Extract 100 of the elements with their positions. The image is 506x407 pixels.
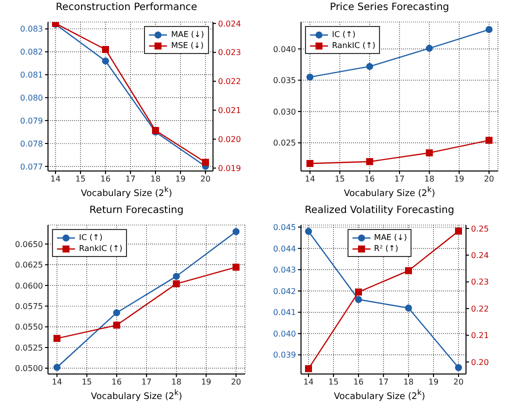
point <box>426 44 433 52</box>
y-tick-label: 0.041 <box>273 308 296 318</box>
point <box>366 158 374 166</box>
x-tick-label: 16 <box>364 174 375 184</box>
x-tick-label: 16 <box>353 378 364 387</box>
y-tick-label: 0.0525 <box>15 343 43 352</box>
y2-tick-label: 0.020 <box>218 135 241 144</box>
y-tick-label: 0.044 <box>273 244 296 254</box>
x-tick-label: 15 <box>328 378 339 387</box>
y-tick-label: 0.040 <box>273 329 296 338</box>
x-tick-label: 14 <box>303 378 314 387</box>
y-tick-label: 0.083 <box>20 24 43 34</box>
y2-tick-label: 0.20 <box>471 358 489 367</box>
y-tick-label: 0.0600 <box>15 281 43 290</box>
x-tick-label: 16 <box>100 174 111 184</box>
y-tick-label: 0.079 <box>20 116 43 126</box>
x-tick-label: 17 <box>394 174 405 184</box>
y2-tick-label: 0.23 <box>471 278 489 287</box>
x-tick-label: 20 <box>453 378 464 387</box>
point <box>113 309 120 316</box>
point <box>232 264 240 271</box>
point <box>306 74 314 81</box>
point <box>232 228 240 236</box>
y-tick-label: 0.045 <box>273 222 296 232</box>
y2-tick-label: 0.24 <box>471 251 489 260</box>
y-tick-label: 0.077 <box>20 162 43 172</box>
x-tick-label: 20 <box>200 174 211 184</box>
y-tick-label: 0.0575 <box>15 302 43 311</box>
x-tick-label: 18 <box>424 174 434 184</box>
x-tick-label: 19 <box>175 174 186 184</box>
x-tick-label: 20 <box>484 174 494 184</box>
x-tick-label: 15 <box>334 174 345 184</box>
y-tick-label: 0.042 <box>273 286 296 296</box>
point <box>355 296 362 303</box>
y-tick-label: 0.025 <box>273 138 296 148</box>
y-tick-label: 0.0650 <box>15 240 43 249</box>
point <box>53 364 60 371</box>
y2-tick-label: 0.023 <box>218 48 241 58</box>
point <box>405 267 412 274</box>
point <box>305 228 312 235</box>
point <box>355 288 362 296</box>
point <box>102 46 109 53</box>
point <box>53 334 60 342</box>
legend-label: R² (↑) <box>374 243 398 254</box>
point <box>455 228 462 235</box>
point <box>366 62 374 70</box>
x-tick-label: 18 <box>403 378 414 387</box>
x-tick-label: 19 <box>428 378 439 387</box>
x-tick-label: 15 <box>75 174 86 184</box>
y-tick-label: 0.082 <box>20 48 43 57</box>
x-tick-label: 18 <box>150 174 161 184</box>
legend-label: RankIC (↑) <box>79 243 122 254</box>
point <box>305 365 312 372</box>
point <box>306 160 314 167</box>
x-tick-label: 16 <box>112 378 122 387</box>
legend-label: IC (↑) <box>332 29 356 40</box>
point <box>172 280 180 288</box>
y-tick-label: 0.0625 <box>15 260 43 270</box>
x-axis-title: Vocabulary Size (2$^{k}$) <box>80 185 174 199</box>
y-tick-label: 0.080 <box>20 93 43 102</box>
chart-title: Return Forecasting <box>88 204 185 218</box>
point <box>202 158 209 166</box>
y2-tick-label: 0.019 <box>218 164 241 173</box>
x-tick-label: 20 <box>230 378 242 387</box>
y-tick-label: 0.0500 <box>15 364 43 374</box>
point <box>113 322 120 329</box>
y-tick-label: 0.030 <box>273 107 296 116</box>
x-tick-label: 17 <box>125 174 136 184</box>
point <box>486 26 493 34</box>
x-tick-label: 17 <box>141 378 152 387</box>
legend-label: MSE (↓) <box>171 40 204 51</box>
x-tick-label: 19 <box>454 174 464 184</box>
y-tick-label: 0.078 <box>20 139 43 148</box>
point <box>102 57 109 64</box>
x-tick-label: 14 <box>304 174 316 184</box>
x-axis-title: Vocabulary Size (2$^{k}$) <box>342 185 436 199</box>
x-tick-label: 19 <box>201 378 212 387</box>
point <box>455 364 462 372</box>
chart-title: Price Series Forecasting <box>328 1 450 15</box>
legend-label: RankIC (↑) <box>332 40 376 51</box>
x-axis-title: Vocabulary Size (2$^{k}$) <box>90 388 184 402</box>
x-tick-label: 14 <box>50 174 61 184</box>
chart-title: Reconstruction Performance <box>54 1 198 15</box>
point <box>486 136 493 144</box>
y-tick-label: 0.040 <box>273 44 296 54</box>
y-tick-label: 0.081 <box>20 70 43 80</box>
point <box>426 149 433 156</box>
x-tick-label: 18 <box>171 378 182 387</box>
y2-tick-label: 0.22 <box>471 304 489 314</box>
x-tick-label: 14 <box>52 378 62 387</box>
y2-tick-label: 0.022 <box>218 77 241 86</box>
legend-label: IC (↑) <box>79 232 102 243</box>
y2-tick-label: 0.21 <box>471 331 489 340</box>
point <box>172 272 180 280</box>
y2-tick-label: 0.25 <box>471 224 489 234</box>
y-tick-label: 0.043 <box>273 266 296 275</box>
y-tick-label: 0.035 <box>273 76 296 86</box>
x-axis-title: Vocabulary Size (2$^{k}$) <box>332 388 426 402</box>
y-tick-label: 0.0550 <box>15 322 43 332</box>
y2-tick-label: 0.021 <box>218 106 241 116</box>
